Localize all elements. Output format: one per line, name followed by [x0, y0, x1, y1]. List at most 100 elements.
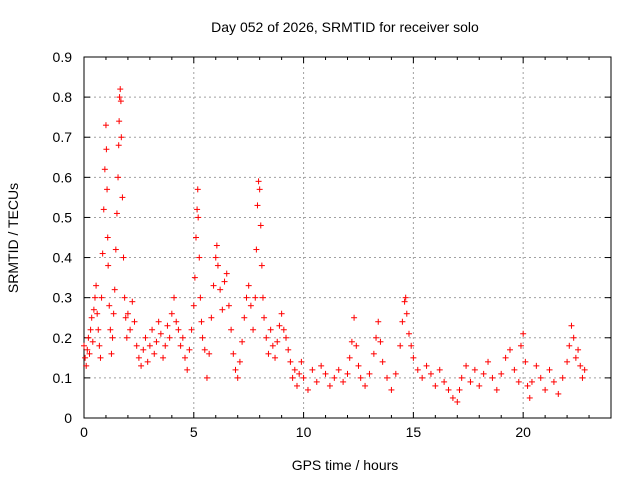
data-point [213, 242, 220, 249]
data-point [570, 334, 577, 341]
data-point [419, 374, 426, 381]
data-point [253, 246, 260, 253]
data-point [493, 386, 500, 393]
data-point [272, 354, 279, 361]
data-point [85, 334, 92, 341]
y-tick-label: 0.7 [53, 129, 73, 145]
data-point [119, 194, 126, 201]
data-point [485, 358, 492, 365]
data-point [550, 378, 557, 385]
data-point [120, 254, 127, 261]
data-point [572, 354, 579, 361]
data-point [93, 282, 100, 289]
axis-ticks [83, 56, 611, 419]
data-point [96, 342, 103, 349]
data-point [414, 366, 421, 373]
data-point [103, 146, 110, 153]
data-point [300, 374, 307, 381]
data-point [555, 390, 562, 397]
data-point [194, 186, 201, 193]
y-tick-label: 0.6 [53, 169, 73, 185]
data-point [476, 382, 483, 389]
data-point [293, 382, 300, 389]
y-tick-label: 0.8 [53, 89, 73, 105]
data-point [223, 270, 230, 277]
data-point [112, 246, 119, 253]
data-point [362, 382, 369, 389]
data-point [164, 322, 171, 329]
data-point [402, 294, 409, 301]
data-point [498, 370, 505, 377]
data-point [168, 310, 175, 317]
plot-frame [83, 56, 612, 419]
data-point [115, 142, 122, 149]
data-point [82, 354, 89, 361]
data-point [546, 366, 553, 373]
data-point [261, 314, 268, 321]
data-point [116, 94, 123, 101]
data-point [247, 302, 254, 309]
data-point [384, 374, 391, 381]
data-point [432, 382, 439, 389]
data-point [234, 374, 241, 381]
data-point [533, 362, 540, 369]
data-point [267, 326, 274, 333]
data-point [230, 350, 237, 357]
data-point [166, 334, 173, 341]
data-point [188, 326, 195, 333]
data-point [388, 386, 395, 393]
data-point [146, 342, 153, 349]
data-point [153, 338, 160, 345]
data-point [98, 294, 105, 301]
data-point [118, 134, 125, 141]
data-point [480, 370, 487, 377]
y-tick-label: 0.9 [53, 49, 73, 65]
data-point [144, 358, 151, 365]
data-point [219, 306, 226, 313]
data-point [526, 394, 533, 401]
data-point [467, 378, 474, 385]
data-point [355, 362, 362, 369]
data-point [489, 374, 496, 381]
data-point [127, 326, 134, 333]
y-tick-label: 0.3 [53, 290, 73, 306]
data-point [121, 294, 128, 301]
data-point [427, 370, 434, 377]
data-point [117, 86, 124, 93]
data-point [445, 386, 452, 393]
data-point [113, 210, 120, 217]
chart-title: Day 052 of 2026, SRMTID for receiver sol… [211, 19, 479, 35]
data-point [201, 346, 208, 353]
data-point [463, 362, 470, 369]
data-point [274, 338, 281, 345]
data-point [335, 366, 342, 373]
data-point [403, 310, 410, 317]
data-point [151, 350, 158, 357]
data-point [379, 358, 386, 365]
data-points [81, 86, 588, 405]
data-point [313, 378, 320, 385]
data-point [255, 178, 262, 185]
data-point [456, 386, 463, 393]
data-point [197, 294, 204, 301]
x-tick-label: 5 [190, 424, 198, 440]
data-point [135, 354, 142, 361]
data-point [107, 326, 114, 333]
data-point [236, 358, 243, 365]
data-point [564, 358, 571, 365]
data-point [95, 326, 102, 333]
data-point [276, 322, 283, 329]
data-point [198, 318, 205, 325]
data-point [346, 354, 353, 361]
data-point [559, 374, 566, 381]
data-point [375, 318, 382, 325]
x-tick-label: 0 [80, 424, 88, 440]
data-point [575, 346, 582, 353]
data-point [225, 302, 232, 309]
data-point [318, 362, 325, 369]
data-point [221, 278, 228, 285]
data-point [142, 334, 149, 341]
data-point [101, 166, 108, 173]
data-point [129, 298, 136, 305]
data-point [217, 286, 224, 293]
